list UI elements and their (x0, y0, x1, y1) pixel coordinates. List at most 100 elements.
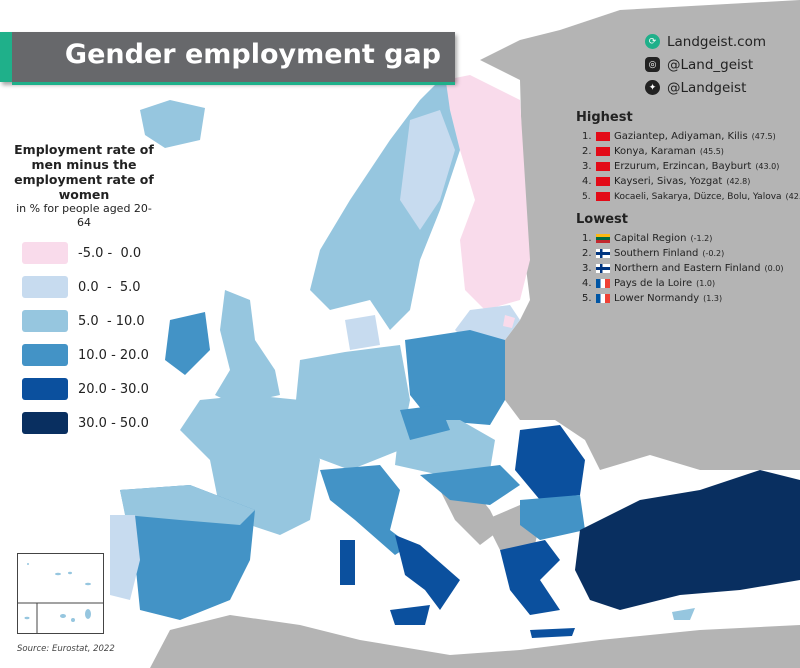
legend-label: 5.0 - 10.0 (78, 313, 145, 329)
legend-item: 0.0 - 5.0 (14, 276, 154, 298)
great-britain (215, 290, 280, 405)
legend-swatch (22, 276, 68, 298)
highest-item: 2. Konya, Karaman (45.5) (582, 144, 800, 159)
rankings: Highest 1. Gaziantep, Adiyaman, Kilis (47.… (576, 110, 800, 314)
region-value: (1.3) (703, 294, 723, 303)
lowest-item: 3. Northern and Eastern Finland (0.0) (582, 261, 800, 276)
region-value: (-0.2) (702, 249, 725, 258)
lowest-item: 5. Lower Normandy (1.3) (582, 291, 800, 306)
rank: 1. (582, 233, 592, 244)
region-value: (0.0) (764, 264, 784, 273)
legend-label: 30.0 - 50.0 (78, 415, 149, 431)
rank: 5. (582, 293, 592, 304)
cyprus (672, 608, 695, 620)
legend-subtitle: in % for people aged 20-64 (16, 202, 152, 229)
turkey-flag-icon (596, 192, 610, 201)
highest-list: 1. Gaziantep, Adiyaman, Kilis (47.5) 2. Kon… (582, 129, 800, 204)
title-banner: Gender employment gap (0, 32, 455, 85)
rank: 4. (582, 176, 592, 187)
france (180, 395, 320, 535)
crete (530, 628, 575, 638)
hungary-croatia (420, 465, 520, 505)
greece (500, 540, 560, 615)
twitter-icon: ✦ (645, 80, 660, 95)
lithuania-flag-icon (596, 234, 610, 243)
italy-north (320, 465, 410, 555)
region-value: (-1.2) (690, 234, 713, 243)
legend-label: -5.0 - 0.0 (78, 245, 142, 261)
finland-flag-icon (596, 249, 610, 258)
france-flag-icon (596, 279, 610, 288)
legend-swatch (22, 412, 68, 434)
title-underline (12, 82, 455, 85)
social-text: @Landgeist (667, 79, 747, 96)
legend-item: 20.0 - 30.0 (14, 378, 154, 400)
turkey-flag-icon (596, 162, 610, 171)
rank: 2. (582, 146, 592, 157)
source-note: Source: Eurostat, 2022 (17, 644, 115, 654)
social-text: Landgeist.com (667, 33, 766, 50)
highest-title: Highest (576, 110, 633, 125)
region-name: Capital Region (614, 233, 687, 244)
turkey-flag-icon (596, 147, 610, 156)
highest-item: 4. Kayseri, Sivas, Yozgat (42.8) (582, 174, 800, 189)
legend-swatch (22, 242, 68, 264)
region-name: Erzurum, Erzincan, Bayburt (614, 161, 752, 172)
social-website[interactable]: ⟳ Landgeist.com (645, 30, 766, 53)
region-name: Northern and Eastern Finland (614, 263, 761, 274)
region-value: (45.5) (699, 147, 724, 156)
legend-label: 10.0 - 20.0 (78, 347, 149, 363)
social-links: ⟳ Landgeist.com ◎ @Land_geist ✦ @Landgeist (645, 30, 766, 99)
finland-flag-icon (596, 264, 610, 273)
finland (445, 75, 530, 310)
region-name: Lower Normandy (614, 293, 700, 304)
romania (515, 425, 585, 500)
social-twitter[interactable]: ✦ @Landgeist (645, 76, 766, 99)
legend-item: 5.0 - 10.0 (14, 310, 154, 332)
region-name: Kocaeli, Sakarya, Düzce, Bolu, Yalova (614, 191, 782, 202)
lowest-title: Lowest (576, 212, 628, 227)
czechia (400, 405, 450, 440)
rank: 5. (582, 191, 591, 202)
sicily (390, 605, 430, 625)
region-name: Gaziantep, Adiyaman, Kilis (614, 131, 748, 142)
rank: 1. (582, 131, 592, 142)
sweden-north (400, 110, 455, 230)
highest-item: 1. Gaziantep, Adiyaman, Kilis (47.5) (582, 129, 800, 144)
legend: Employment rate of men minus the employm… (14, 142, 154, 434)
globe-icon: ⟳ (645, 34, 660, 49)
legend-swatch (22, 310, 68, 332)
turkey (575, 470, 800, 610)
legend-swatch (22, 344, 68, 366)
region-value: (42.3) (785, 192, 800, 201)
ireland (165, 312, 210, 375)
north-africa (150, 615, 800, 668)
legend-item: -5.0 - 0.0 (14, 242, 154, 264)
portugal (110, 515, 140, 600)
highest-item: 5. Kocaeli, Sakarya, Düzce, Bolu, Yalova(… (582, 189, 800, 204)
region-name: Kayseri, Sivas, Yozgat (614, 176, 723, 187)
lowest-item: 1. Capital Region (-1.2) (582, 231, 800, 246)
region-value: (43.0) (755, 162, 780, 171)
russia-belarus-ukraine (480, 0, 800, 470)
social-instagram[interactable]: ◎ @Land_geist (645, 53, 766, 76)
region-value: (42.8) (726, 177, 751, 186)
legend-label: 20.0 - 30.0 (78, 381, 149, 397)
denmark (345, 315, 380, 350)
sardinia (340, 540, 355, 585)
turkey-flag-icon (596, 177, 610, 186)
germany (295, 345, 410, 470)
region-value: (47.5) (751, 132, 776, 141)
legend-swatch (22, 378, 68, 400)
lowest-item: 2. Southern Finland (-0.2) (582, 246, 800, 261)
rank: 3. (582, 263, 592, 274)
inset-map (18, 563, 103, 633)
italy-south (395, 535, 460, 610)
region-name: Pays de la Loire (614, 278, 693, 289)
highest-item: 3. Erzurum, Erzincan, Bayburt (43.0) (582, 159, 800, 174)
legend-item: 10.0 - 20.0 (14, 344, 154, 366)
instagram-icon: ◎ (645, 57, 660, 72)
spain-north (120, 485, 255, 525)
title-accent (0, 32, 12, 82)
